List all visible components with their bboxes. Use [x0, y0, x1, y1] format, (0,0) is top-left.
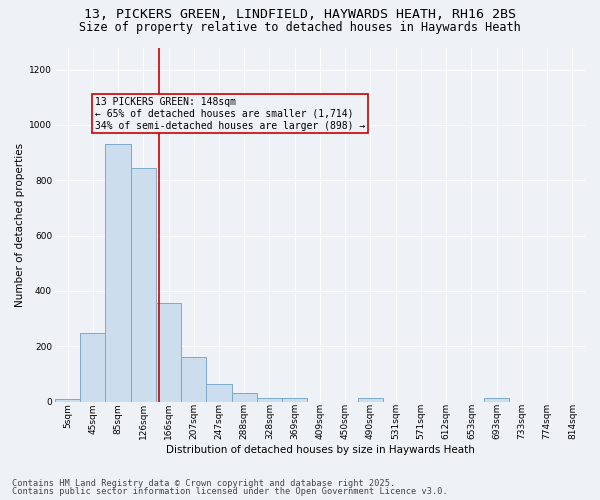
Text: Contains public sector information licensed under the Open Government Licence v3: Contains public sector information licen… [12, 487, 448, 496]
Bar [181, 358, 206, 402]
X-axis label: Distribution of detached houses by size in Haywards Heath: Distribution of detached houses by size … [166, 445, 475, 455]
Text: Contains HM Land Registry data © Crown copyright and database right 2025.: Contains HM Land Registry data © Crown c… [12, 478, 395, 488]
Bar [206, 384, 232, 402]
Bar [358, 398, 383, 402]
Text: 13 PICKERS GREEN: 148sqm
← 65% of detached houses are smaller (1,714)
34% of sem: 13 PICKERS GREEN: 148sqm ← 65% of detach… [95, 98, 365, 130]
Bar [106, 144, 131, 402]
Bar [484, 398, 509, 402]
Bar [282, 398, 307, 402]
Bar [80, 333, 106, 402]
Bar [131, 168, 156, 402]
Bar [232, 394, 257, 402]
Text: 13, PICKERS GREEN, LINDFIELD, HAYWARDS HEATH, RH16 2BS: 13, PICKERS GREEN, LINDFIELD, HAYWARDS H… [84, 8, 516, 20]
Text: Size of property relative to detached houses in Haywards Heath: Size of property relative to detached ho… [79, 21, 521, 34]
Bar [156, 304, 181, 402]
Bar [55, 400, 80, 402]
Y-axis label: Number of detached properties: Number of detached properties [15, 142, 25, 306]
Bar [257, 398, 282, 402]
